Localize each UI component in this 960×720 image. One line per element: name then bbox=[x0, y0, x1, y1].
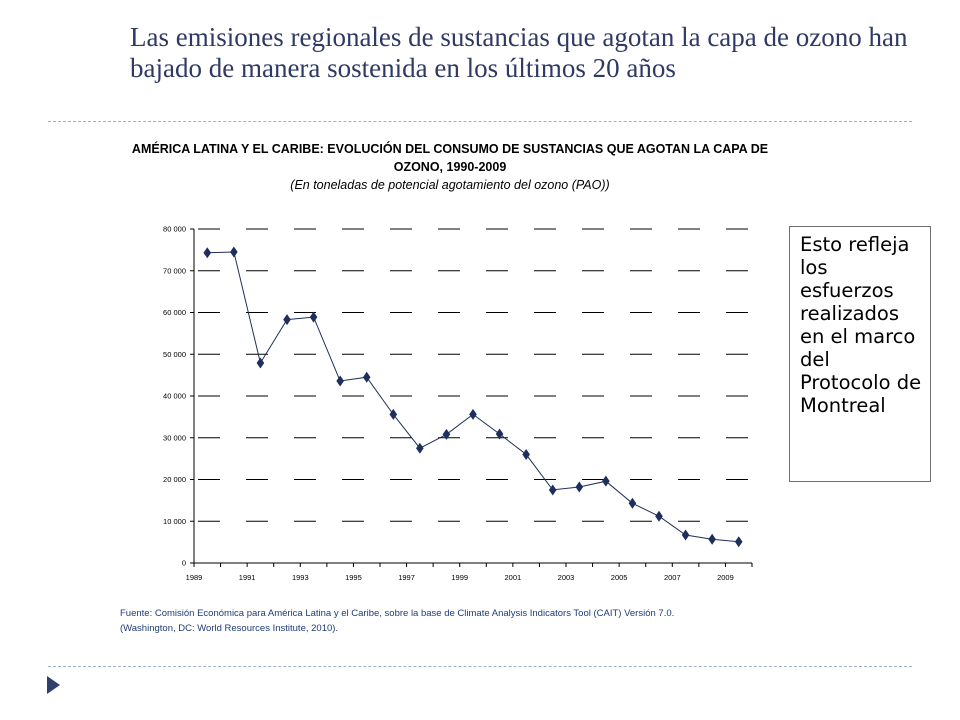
data-point bbox=[734, 536, 743, 548]
data-point bbox=[628, 497, 637, 509]
x-tick-label: 2001 bbox=[505, 573, 522, 582]
y-tick-label: 40 000 bbox=[163, 392, 186, 401]
data-point bbox=[575, 481, 584, 493]
slide-title: Las emisiones regionales de sustancias q… bbox=[130, 22, 908, 83]
x-tick-label: 2007 bbox=[664, 573, 681, 582]
x-tick-label: 1989 bbox=[186, 573, 203, 582]
source-line-1: Fuente: Comisión Económica para América … bbox=[120, 608, 675, 619]
data-point bbox=[416, 442, 424, 454]
y-tick-label: 0 bbox=[182, 559, 186, 568]
y-tick-label: 10 000 bbox=[163, 517, 186, 526]
data-point bbox=[469, 408, 477, 420]
data-point bbox=[283, 314, 291, 326]
x-tick-label: 1995 bbox=[345, 573, 362, 582]
x-tick-label: 2009 bbox=[717, 573, 734, 582]
y-tick-label: 80 000 bbox=[163, 225, 186, 234]
triangle-bullet-icon bbox=[47, 676, 60, 694]
chart-title: AMÉRICA LATINA Y EL CARIBE: EVOLUCIÓN DE… bbox=[131, 142, 769, 174]
data-point bbox=[256, 357, 265, 369]
data-point bbox=[309, 311, 318, 323]
top-divider bbox=[48, 121, 912, 122]
x-tick-label: 2005 bbox=[611, 573, 628, 582]
data-point bbox=[203, 247, 212, 259]
x-tick-label: 2003 bbox=[558, 573, 575, 582]
y-tick-label: 30 000 bbox=[163, 433, 186, 442]
y-tick-label: 20 000 bbox=[163, 475, 186, 484]
data-point bbox=[681, 529, 690, 541]
chart-subtitle: (En toneladas de potencial agotamiento d… bbox=[290, 178, 610, 192]
chart-title-block: AMÉRICA LATINA Y EL CARIBE: EVOLUCIÓN DE… bbox=[120, 140, 780, 194]
data-point bbox=[362, 371, 371, 383]
x-tick-label: 1993 bbox=[292, 573, 309, 582]
data-point bbox=[522, 448, 530, 460]
data-point bbox=[230, 246, 238, 258]
bottom-divider bbox=[48, 666, 912, 667]
data-point bbox=[708, 533, 716, 545]
data-point bbox=[495, 428, 504, 440]
x-tick-label: 1999 bbox=[451, 573, 468, 582]
x-tick-label: 1997 bbox=[398, 573, 415, 582]
data-point bbox=[548, 484, 557, 496]
data-point bbox=[389, 408, 398, 420]
data-point bbox=[336, 375, 344, 387]
data-point bbox=[655, 510, 663, 522]
note-box: Esto refleja los esfuerzos realizados en… bbox=[789, 226, 931, 482]
y-tick-label: 50 000 bbox=[163, 350, 186, 359]
source-note: Fuente: Comisión Económica para América … bbox=[120, 606, 800, 636]
data-point bbox=[602, 475, 610, 487]
source-line-2: (Washington, DC: World Resources Institu… bbox=[120, 623, 339, 634]
series-line bbox=[207, 251, 739, 543]
y-tick-label: 70 000 bbox=[163, 266, 186, 275]
data-point bbox=[442, 428, 451, 440]
y-tick-label: 60 000 bbox=[163, 308, 186, 317]
x-tick-label: 1991 bbox=[239, 573, 256, 582]
